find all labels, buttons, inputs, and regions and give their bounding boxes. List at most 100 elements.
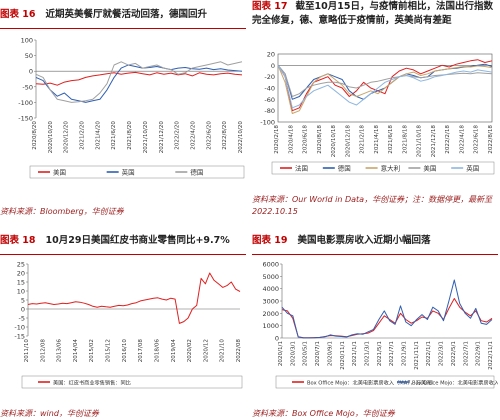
figure-title: 美国电影票房收入近期小幅回落: [297, 235, 431, 246]
x-tick-label: 2021/10/20: [143, 121, 149, 154]
legend-box: [275, 375, 495, 389]
x-tick-label: 2021/4/20: [95, 121, 101, 150]
x-tick-label: 2020/8/20: [32, 121, 38, 150]
x-tick-label: 2021/12/18: [431, 125, 437, 158]
x-tick-label: 2021/2/20: [80, 121, 86, 150]
x-tick-label: 2020/4/18: [288, 125, 294, 154]
panel-title: 图表 18 10月29日美国红皮书商业零售同比+9.7%: [0, 230, 246, 252]
y-tick-label: 5: [21, 297, 25, 305]
source-note: 资料来源：Our World in Data，华创证券；注：数据停更，最新至20…: [252, 195, 493, 216]
figure-title: 近期英美餐厅就餐活动回落，德国回升: [45, 9, 208, 20]
y-tick-label: -20: [264, 73, 275, 81]
x-tick-label: 2020/12/18: [345, 125, 351, 158]
x-tick-label: 2022/3/1: [439, 341, 445, 367]
y-tick-label: 10: [17, 288, 25, 296]
y-tick-label: 0: [275, 335, 279, 343]
x-tick-label: 2021/10: [220, 339, 226, 363]
legend-label-1: 美国: [53, 168, 66, 177]
x-tick-label: 2020/12: [203, 339, 209, 362]
x-tick-label: 2022/11/1: [488, 341, 494, 370]
panel-title: 图表 16 近期英美餐厅就餐活动回落，德国回升: [0, 4, 246, 26]
x-tick-label: 2021/9/1: [402, 341, 408, 367]
x-tick-label: 2022/6/20: [206, 121, 212, 150]
panel-redbook-retail: 图表 18 10月29日美国红皮书商业零售同比+9.7% 25 20 15 10 5 0 -5…: [0, 226, 250, 420]
y-tick-label: -60: [264, 96, 275, 104]
legend-label-1: Box Office Mojo：北美电影票房收入（MA7，万美元）: [307, 379, 437, 387]
x-tick-label: 2022/6/18: [474, 125, 480, 154]
panel-box-office: 图表 19 美国电影票房收入近期小幅回落 6000 5000 4000 3000 2000…: [252, 226, 500, 420]
x-tick-label: 2022/5/1: [451, 341, 457, 367]
panel-title: 图表 19 美国电影票房收入近期小幅回落: [252, 230, 498, 252]
y-tick-label: 5000: [262, 273, 279, 281]
y-tick-label: -15: [14, 333, 25, 341]
x-tick-label: 2020/12/20: [64, 121, 70, 154]
figure-number: 图表 18: [0, 235, 36, 246]
y-tick-label: 0: [29, 68, 33, 76]
series-line-1: [35, 71, 243, 86]
x-tick-label: 2022/8/20: [222, 121, 228, 150]
figure-number: 图表 16: [0, 9, 36, 20]
legend-label-5: 英国: [466, 164, 479, 173]
legend-label-4: 美国: [423, 164, 436, 173]
y-tick-label: 6000: [262, 261, 279, 269]
series-line-2: [35, 64, 243, 103]
x-tick-label: 2011/10: [24, 339, 30, 363]
x-tick-label: 2021/7/1: [389, 341, 395, 367]
x-tick-label: 2020/02: [187, 339, 193, 362]
y-tick-label: 50: [25, 52, 33, 60]
x-tick-label: 2022/9/1: [476, 341, 482, 367]
series-line-3: [35, 61, 243, 103]
title-rule: [0, 254, 246, 255]
x-tick-label: 2021/8/20: [127, 121, 133, 150]
series-line-3: [277, 65, 493, 114]
legend-label-2: Box Office Mojo：北美电影票房收入: [412, 379, 498, 387]
panel-restaurant-dining: 图表 16 近期英美餐厅就餐活动回落，德国回升 100 50 0 -50 -100 -150…: [0, 0, 250, 216]
y-tick-label: 100: [21, 37, 33, 45]
x-tick-label: 2020/6/18: [303, 125, 309, 154]
x-tick-label: 2021/10/18: [417, 125, 423, 158]
x-tick-label: 2020/11/1: [340, 341, 346, 370]
y-tick-label: 0: [271, 62, 275, 70]
x-tick-label: 2016/10: [122, 339, 128, 363]
x-tick-label: 2022/7/1: [463, 341, 469, 367]
x-tick-label: 2021/2/18: [360, 125, 366, 154]
legend-box: [29, 165, 245, 179]
x-tick-label: 2021/3/1: [364, 341, 370, 367]
x-tick-label: 2021/8/18: [402, 125, 408, 154]
x-tick-label: 2014/04: [73, 339, 79, 363]
series-line-4: [277, 64, 493, 97]
y-tick-label: 0: [21, 306, 25, 314]
y-tick-label: 15: [17, 279, 25, 287]
x-tick-label: 2022/08: [236, 339, 242, 363]
legend-label-1: 法国: [295, 164, 308, 173]
x-tick-label: 2020/2/18: [274, 125, 280, 154]
title-rule: [252, 254, 498, 255]
x-tick-label: 2022/1/1: [426, 341, 432, 367]
y-tick-label: 1000: [262, 322, 279, 330]
x-tick-label: 2021/6/20: [111, 121, 117, 150]
figure-number: 图表 19: [252, 235, 288, 246]
panel-mobility-index: 图表 17 截至10月15日，与疫情前相比，法国出行指数完全修复，德、意略低于疫情…: [252, 0, 500, 222]
x-tick-label: 2017/08: [138, 339, 144, 363]
series-line-2: [281, 279, 493, 339]
x-tick-label: 2021/1/1: [352, 341, 358, 367]
figure-number: 图表 17: [252, 1, 288, 12]
legend-label-3: 德国: [190, 168, 203, 177]
x-tick-label: 2020/8/18: [317, 125, 323, 154]
y-tick-label: -40: [264, 85, 275, 93]
y-tick-label: -80: [264, 107, 275, 115]
y-tick-label: -50: [22, 83, 33, 91]
y-tick-label: 4000: [262, 285, 279, 293]
source-note: 资料来源：Box Office Mojo，华创证券: [252, 409, 395, 418]
series-line-1: [27, 272, 241, 324]
y-tick-label: 20: [17, 270, 25, 278]
x-tick-label: 2020/3/1: [290, 341, 296, 367]
plot-frame: [277, 53, 493, 123]
x-tick-label: 2015/12: [106, 339, 112, 362]
x-tick-label: 2021/6/18: [388, 125, 394, 154]
y-tick-label: -100: [18, 99, 33, 107]
x-tick-label: 2013/06: [57, 339, 63, 363]
source-note: 资料来源：Bloomberg，华创证券: [0, 207, 124, 216]
